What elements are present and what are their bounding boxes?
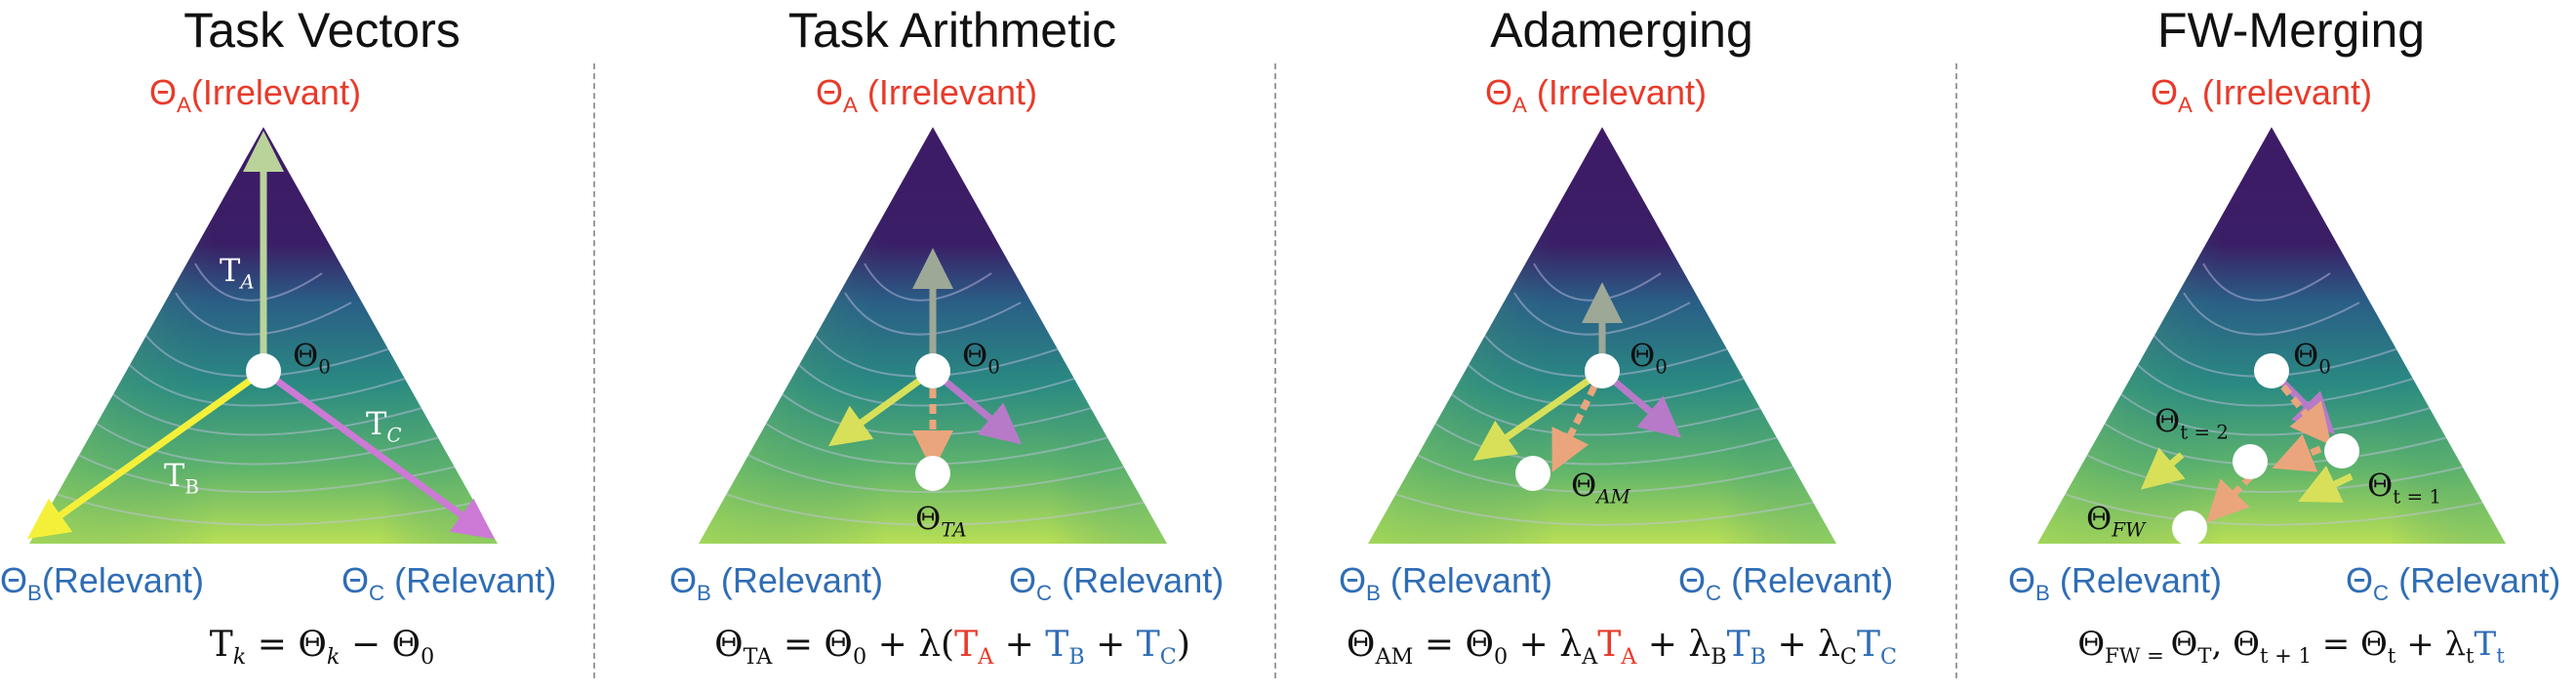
vertex-top-label: ΘA (Irrelevant) [816,72,1037,118]
vertex-left-label: ΘB (Relevant) [669,560,883,606]
vertex-left-label: ΘB (Relevant) [2008,560,2222,606]
theta-t1-label: Θt = 1 [2367,467,2442,509]
vertex-top-label: ΘA (Irrelevant) [2151,72,2372,118]
vector-TB-arrow-t2 [2140,447,2186,490]
theta0-point [246,353,281,388]
panel-fw-merging: FW-Merging ΘA (Irrelevant) ΘB (Relevant)… [2008,0,2576,693]
panel-title: Task Arithmetic [787,3,1117,58]
theta-t1-point [2324,433,2359,469]
thetaFW-label: ΘFW [2086,500,2146,542]
theta0-point [2254,353,2289,388]
thetaFW-point [2172,510,2207,546]
loss-landscape-triangle [2037,127,2506,546]
thetaTA-point [915,456,950,491]
loss-landscape-triangle [26,127,498,544]
vertex-right-label: ΘC (Relevant) [342,560,557,606]
panel-title: FW-Merging [2156,3,2426,58]
vector-TB-arrow [827,368,936,447]
TC-label: TC [366,405,402,447]
panel-task-vectors: Task Vectors ΘA(Irrelevant) ΘB(Relevant)… [0,0,644,693]
vertex-left-label: ΘB (Relevant) [1339,560,1552,606]
loss-landscape-triangle [699,127,1167,544]
vertex-right-label: ΘC (Relevant) [1009,560,1225,606]
formula: ΘTA = Θ0 + λ(TA + TB + TC) [714,625,1190,671]
panel-title: Adamerging [1490,3,1753,58]
theta0-point [915,353,950,388]
vertex-left-label: ΘB(Relevant) [0,560,204,606]
panel-divider [593,63,595,678]
step-arrow-3 [2206,473,2254,523]
vertex-top-label: ΘA (Irrelevant) [1485,72,1707,118]
formula: Tk = Θk − Θ0 [209,625,435,671]
vertex-top-label: ΘA(Irrelevant) [149,72,361,118]
formula: ΘAM = Θ0 + λATA + λBTB + λCTC [1346,625,1898,671]
TB-label: TB [164,457,199,499]
theta0-label: Θ0 [962,337,1000,379]
vector-TB-arrow [1472,368,1604,461]
theta0-label: Θ0 [293,337,331,379]
vector-TC-arrow [261,368,495,540]
theta0-point [1585,353,1620,388]
step-arrow-2 [2272,433,2322,472]
thetaTA-label: ΘTA [915,500,967,542]
vector-TB-arrow-t1 [2298,466,2354,504]
theta-t2-label: Θt = 2 [2154,402,2230,444]
thetaAM-point [1515,456,1550,491]
TA-label: TA [220,252,255,294]
panel-adamerging: Adamerging ΘA (Irrelevant) ΘB (Relevant)… [1339,0,1983,693]
vertex-right-label: ΘC (Relevant) [1678,560,1894,606]
theta0-label: Θ0 [2293,337,2331,379]
panel-title: Task Vectors [183,3,461,58]
merge-step-arrow [1551,385,1598,472]
theta-t2-point [2233,444,2268,479]
vertex-right-label: ΘC (Relevant) [2346,560,2561,606]
panel-divider [1274,63,1276,678]
panel-divider [1955,63,1957,678]
step-arrow-1 [2280,384,2332,446]
vector-TB-arrow [26,368,266,540]
theta0-label: Θ0 [1630,337,1668,379]
thetaAM-label: ΘAM [1571,467,1630,509]
loss-landscape-triangle [1368,127,1836,544]
panel-task-arithmetic: Task Arithmetic ΘA (Irrelevant) ΘB (Rele… [669,0,1313,693]
formula: ΘFW = ΘT, Θt + 1 = Θt + λtTt [2077,625,2505,668]
